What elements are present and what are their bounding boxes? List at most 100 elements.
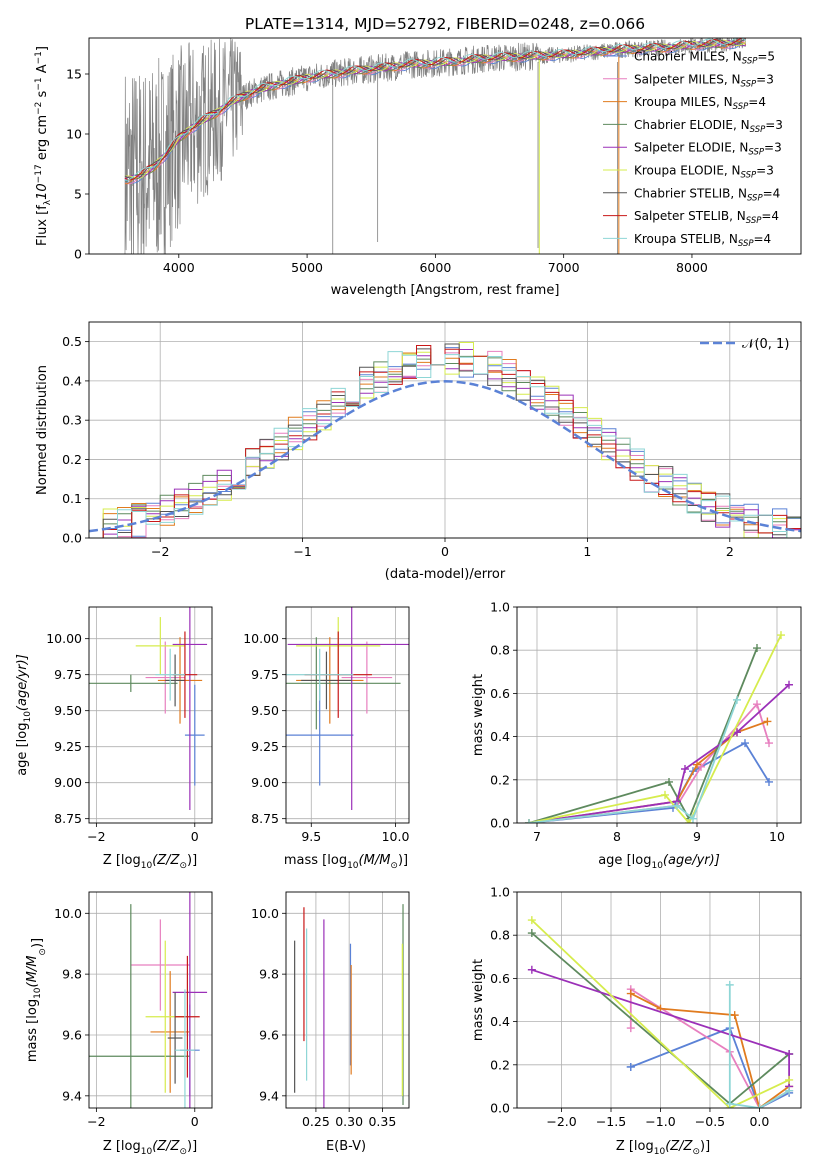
y-tick-label: 9.6 (259, 1027, 279, 1042)
y-tick-label: 10.00 (46, 631, 82, 646)
weight-marker (725, 980, 734, 989)
legend: 𝒩(0, 1) (700, 337, 789, 352)
legend-label: 𝒩(0, 1) (742, 337, 789, 352)
plot-area (286, 607, 409, 811)
model-line-1 (124, 41, 746, 184)
weight-marker (741, 739, 749, 748)
axes-frame (88, 606, 213, 824)
weight-marker (725, 1099, 734, 1108)
panel-age-vs-Z: −2 0 8.75 9.00 9.25 9.50 9.75 10.00 Z [log10(Z/Z… (15, 606, 213, 871)
x-tick-label: 0.35 (368, 1114, 396, 1129)
x-tick-label: −1.5 (596, 1114, 626, 1129)
legend-label: Kroupa STELIB, NSSP=4 (634, 232, 771, 249)
x-tick-label: 8000 (676, 260, 708, 275)
x-axis-label: mass [log10(M/M⊙)] (284, 853, 408, 871)
x-tick-label: 10.0 (382, 829, 410, 844)
y-tick-label: 0.2 (490, 772, 510, 787)
y-tick-label: 10.00 (243, 631, 279, 646)
weight-marker (730, 1011, 739, 1020)
x-axis-label: Z [log10(Z/Z⊙)] (103, 853, 197, 871)
y-tick-label: 9.4 (259, 1088, 279, 1103)
x-tick-label: −1.0 (645, 1114, 675, 1129)
y-tick-label: 0.8 (490, 928, 510, 943)
y-axis-label: age [log10(age/yr)] (15, 654, 33, 776)
x-tick-label: −2 (87, 829, 105, 844)
y-tick-label: 0.8 (490, 643, 510, 658)
y-tick-label: 9.25 (54, 739, 82, 754)
x-axis-label: Z [log10(Z/Z⊙)] (616, 1139, 710, 1157)
weight-marker (777, 631, 785, 640)
panel-mass-vs-EBV: 0.25 0.30 0.35 9.4 9.6 9.8 10.0 E(B-V) (251, 891, 410, 1154)
y-tick-label: 0.0 (62, 531, 82, 546)
x-tick-label: 6000 (419, 260, 451, 275)
legend-label: Chabrier MILES, NSSP=5 (634, 50, 775, 67)
x-tick-label: 9 (693, 829, 701, 844)
y-axis-label: Normed distribution (35, 365, 50, 495)
plot-area (89, 342, 801, 538)
weight-marker (785, 1050, 794, 1058)
x-tick-label: 4000 (163, 260, 195, 275)
y-tick-label: 0.2 (490, 1057, 510, 1072)
model-line-9 (124, 38, 747, 181)
y-tick-label: 9.6 (62, 1027, 82, 1042)
y-tick-label: 1.0 (490, 600, 510, 615)
legend-label: Salpeter ELODIE, NSSP=3 (634, 141, 782, 158)
y-tick-label: 0.4 (490, 729, 510, 744)
legend: Chabrier MILES, NSSP=5 Salpeter MILES, NS… (603, 50, 783, 249)
x-tick-label: 10 (769, 829, 785, 844)
observed-spectrum (124, 38, 747, 254)
weight-marker (755, 1104, 764, 1108)
x-axis-label: Z [log10(Z/Z⊙)] (103, 1139, 197, 1157)
weight-marker (525, 819, 533, 823)
panel-weight-vs-age: 7 8 9 10 0.0 0.2 0.4 0.6 0.8 1.0 age [log10(age/yr… (471, 600, 802, 871)
weight-marker (665, 777, 673, 786)
y-tick-label: 0.0 (490, 816, 510, 831)
weight-marker (685, 819, 693, 823)
y-tick-label: 0.1 (62, 491, 82, 506)
x-tick-label: 7000 (548, 260, 580, 275)
weight-line-6 (528, 634, 782, 823)
y-axis-label: mass weight (471, 674, 486, 756)
weight-line-7 (528, 699, 738, 823)
x-tick-label: −2.0 (546, 1114, 576, 1129)
x-tick-label: 1 (583, 544, 591, 559)
x-tick-label: −0.5 (695, 1114, 725, 1129)
model-line-7 (124, 38, 746, 180)
y-tick-label: 9.50 (251, 703, 279, 718)
model-line-5 (124, 40, 746, 180)
weight-marker (785, 1086, 794, 1095)
axes-frame (516, 891, 802, 1109)
x-tick-label: 5000 (291, 260, 323, 275)
y-tick-label: 0.5 (62, 334, 82, 349)
y-tick-label: 9.75 (54, 667, 82, 682)
y-tick-label: 9.75 (251, 667, 279, 682)
plot-area (89, 607, 208, 811)
weight-marker (689, 814, 697, 823)
legend-label: Chabrier STELIB, NSSP=4 (634, 186, 780, 203)
plot-area (124, 38, 747, 254)
weight-marker (527, 965, 536, 974)
plot-area (527, 916, 794, 1108)
y-tick-label: 10.0 (251, 906, 279, 921)
y-tick-label: 1.0 (490, 885, 510, 900)
plot-area (294, 904, 404, 1108)
y-tick-label: 9.00 (54, 775, 82, 790)
x-tick-label: 2 (726, 544, 734, 559)
x-axis-label: (data-model)/error (385, 567, 506, 582)
x-axis-label: age [log10(age/yr)] (598, 853, 720, 871)
legend-label: Salpeter MILES, NSSP=3 (634, 72, 774, 89)
weight-marker (681, 765, 689, 773)
histogram-9 (89, 351, 801, 538)
x-tick-label: 8 (613, 829, 621, 844)
x-tick-label: 0 (191, 829, 199, 844)
weight-marker (765, 777, 773, 786)
plot-area (525, 631, 793, 823)
y-tick-label: 9.50 (54, 703, 82, 718)
y-tick-label: 5 (74, 187, 82, 202)
x-axis-label: E(B-V) (326, 1139, 366, 1154)
x-tick-label: 0.30 (335, 1114, 363, 1129)
weight-marker (626, 1062, 635, 1071)
figure-title: PLATE=1314, MJD=52792, FIBERID=0248, z=0… (245, 15, 645, 33)
y-axis-label: mass weight (471, 959, 486, 1041)
